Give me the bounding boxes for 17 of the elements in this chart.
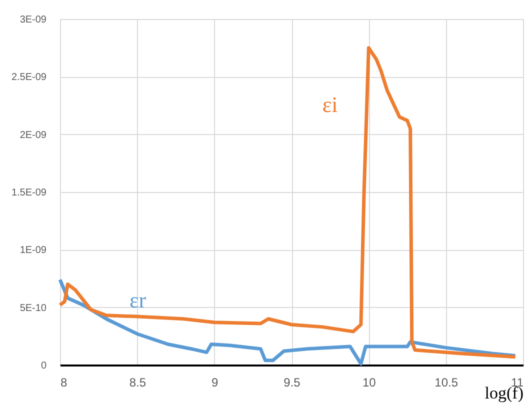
x-tick-label: 8.5 xyxy=(129,376,146,390)
x-tick-label: 10 xyxy=(362,376,376,390)
y-tick-label: 3E-09 xyxy=(20,14,47,26)
series-label: εi xyxy=(322,92,338,117)
line-series xyxy=(58,46,518,359)
y-tick-label: 0 xyxy=(40,360,47,372)
line-series xyxy=(58,278,518,366)
y-tick-label: 5E-10 xyxy=(20,302,47,314)
y-tick-label: 2E-09 xyxy=(20,130,47,141)
y-tick-label: 1.5E-09 xyxy=(11,188,47,198)
x-tick-label: 10.5 xyxy=(434,376,458,390)
y-tick-label: 2.5E-09 xyxy=(11,72,47,84)
y-tick-label: 1E-09 xyxy=(20,245,47,256)
series-label: εr xyxy=(129,287,147,312)
x-tick-label: 9.5 xyxy=(284,376,301,390)
x-tick-label: 8 xyxy=(60,376,68,390)
x-tick-label: 9 xyxy=(211,376,218,390)
